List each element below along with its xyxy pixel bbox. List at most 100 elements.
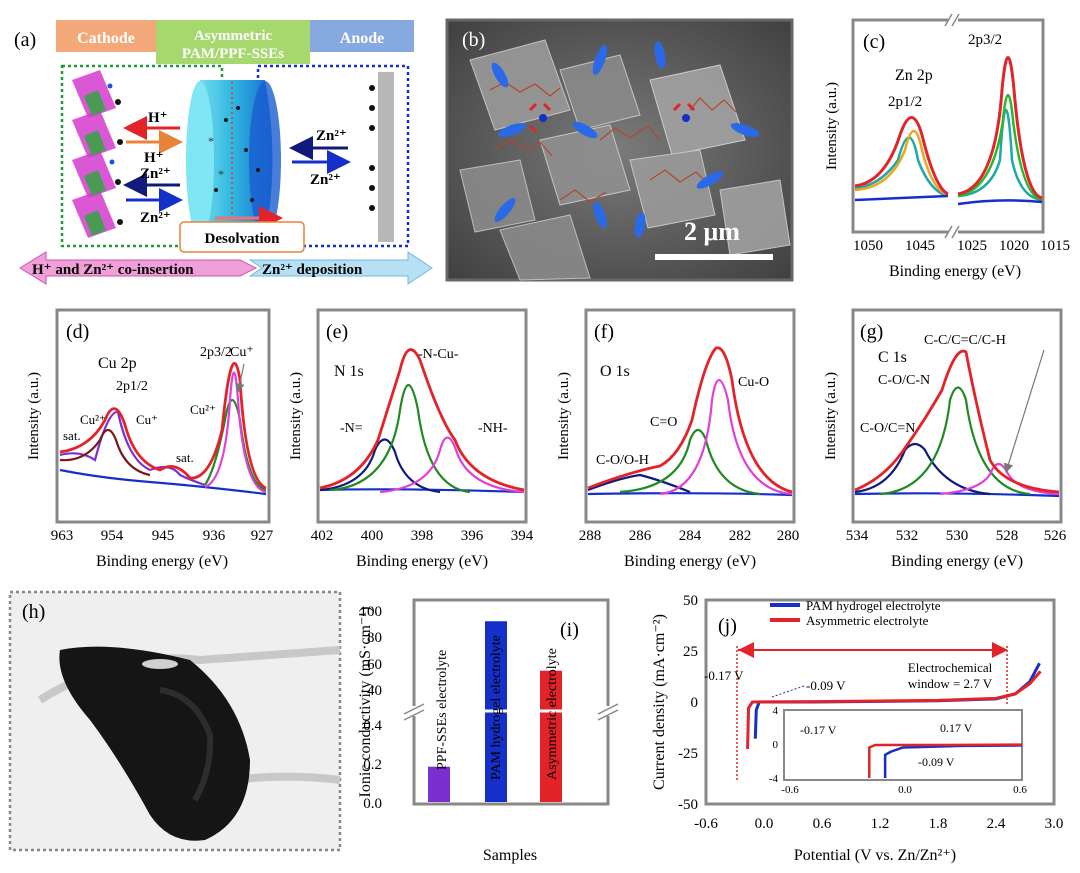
xtick-d-4: 927 <box>251 528 274 544</box>
ylabel-g: Intensity (a.u.) <box>823 372 839 460</box>
xlabel-f: Binding energy (eV) <box>624 553 756 570</box>
ytick-i-4: 60 <box>367 657 382 673</box>
ylabel-i: Ionic conductivity (mS·cm⁻¹) <box>357 607 374 798</box>
xtick-g-3: 528 <box>996 528 1019 544</box>
axis-break-bottom <box>948 226 958 238</box>
ann-v017: -0.17 V <box>704 668 744 683</box>
deposition-arrow <box>248 251 433 285</box>
panel-e: (e) N 1s -N-Cu- -N= -NH- Intensity (a.u.… <box>288 308 534 570</box>
panel-label-i: (i) <box>560 619 579 641</box>
zn-label-right-2: Zn²⁺ <box>310 172 341 188</box>
panel-a: Cathode Asymmetric PAM/PPF-SSEs Anode (a… <box>14 20 433 285</box>
ann-v009: -0.09 V <box>806 678 846 693</box>
xps-zn-curves <box>854 56 1043 206</box>
o-1s-title: O 1s <box>600 363 630 380</box>
ytick-j-0: -50 <box>678 797 698 813</box>
inset-curve-asym <box>868 743 1023 778</box>
inset-ytick-2: -4 <box>769 773 779 785</box>
ann-sat-left: sat. <box>63 428 81 443</box>
h-plus-label-2: H⁺ <box>144 150 164 166</box>
inset-xtick-1: 0.0 <box>898 784 912 796</box>
xtick-j-6: 3.0 <box>1045 816 1064 832</box>
plot-frame-f <box>584 308 796 524</box>
zn-center-left <box>539 114 547 122</box>
xps-o-curves <box>587 346 793 497</box>
xtick-f-2: 284 <box>679 528 702 544</box>
zn-center-right <box>682 114 690 122</box>
xtick-d-1: 954 <box>101 528 124 544</box>
ann-2p32: 2p3/2 <box>200 345 232 360</box>
axis-break-top <box>948 14 958 26</box>
ytick-j-3: 25 <box>683 644 698 660</box>
panel-c: (c) Zn 2p 2p1/2 2p3/2 Intensity (a.u.) 1… <box>824 13 1070 280</box>
peak-label-2p32: 2p3/2 <box>968 32 1002 48</box>
ytick-j-4: 50 <box>683 593 698 609</box>
y-axis-break-i-right <box>596 706 620 716</box>
zn-label-left-1: Zn²⁺ <box>140 166 171 182</box>
xtick-c-1015: 1015 <box>1040 238 1070 254</box>
plot-frame-d <box>55 308 271 524</box>
xtick-f-4: 280 <box>777 528 800 544</box>
xtick-j-2: 0.6 <box>813 816 832 832</box>
legend-label-pam: PAM hydrogel electrolyte <box>806 598 941 613</box>
ann-co: C=O <box>650 415 677 430</box>
panel-label-c: (c) <box>863 31 885 53</box>
plot-frame-e <box>316 308 528 524</box>
ytick-i-3: 40 <box>367 683 382 699</box>
electrolyte-label-1: Asymmetric <box>194 28 273 44</box>
xtick-c-1045: 1045 <box>905 238 935 254</box>
xticks-j: -0.6 0.0 0.6 1.2 1.8 2.4 3.0 <box>694 816 1063 832</box>
xtick-c-1050: 1050 <box>853 238 883 254</box>
bars-i <box>428 621 562 802</box>
zn-label-right-1: Zn²⁺ <box>316 128 347 144</box>
ytick-i-0: 0.0 <box>363 796 382 812</box>
ann-neq: -N= <box>340 421 363 436</box>
co-insertion-label: H⁺ and Zn²⁺ co-insertion <box>32 262 194 278</box>
xtick-e-1: 400 <box>361 528 384 544</box>
zn-deposit-dots <box>369 85 375 211</box>
sem-crystal-cubes <box>459 39 791 281</box>
desolvation-box <box>179 221 305 253</box>
ann-nh: -NH- <box>478 421 508 436</box>
peak-label-2p12: 2p1/2 <box>888 94 922 110</box>
ytick-i-1: 0.2 <box>363 757 382 773</box>
scale-bar-label: 2 μm <box>684 217 740 246</box>
xtick-d-3: 936 <box>203 528 226 544</box>
ylabel-f: Intensity (a.u.) <box>556 372 572 460</box>
anode-header <box>310 20 414 52</box>
panel-label-g: (g) <box>860 321 883 343</box>
ann-coh: C-O/O-H <box>596 453 649 468</box>
xlabel-g: Binding energy (eV) <box>891 553 1023 570</box>
xtick-g-4: 526 <box>1044 528 1067 544</box>
ann-cu2-right: Cu²⁺ <box>190 402 216 417</box>
ann-window-2: window = 2.7 V <box>908 676 993 691</box>
ann-cu2-left: Cu²⁺ <box>80 412 106 427</box>
ytick-i-5: 80 <box>367 630 382 646</box>
xtick-d-0: 963 <box>51 528 74 544</box>
legend-label-asym: Asymmetric electrolyte <box>806 613 929 628</box>
ytick-j-1: -25 <box>678 746 698 762</box>
xlabel-d: Binding energy (eV) <box>96 553 228 570</box>
xtick-g-1: 532 <box>896 528 919 544</box>
lsv-curves <box>746 662 1042 749</box>
bar-label-asym: Asymmetric electrolyte <box>545 648 560 780</box>
cathode-label: Cathode <box>77 30 135 47</box>
panel-label-d: (d) <box>66 321 89 343</box>
plot-frame-i <box>412 598 610 806</box>
panel-label-b: (b) <box>462 29 485 51</box>
ylabel-d: Intensity (a.u.) <box>26 372 42 460</box>
inset-ytick-0: 4 <box>773 705 779 717</box>
ylabel-j: Current density (mA·cm⁻²) <box>651 614 668 790</box>
zn-label-left-2: Zn²⁺ <box>140 210 171 226</box>
panel-h: (h) <box>8 590 342 852</box>
ytick-j-2: 0 <box>691 695 699 711</box>
svg-text:*: * <box>208 134 214 148</box>
ann-con: C-O/C-N <box>878 373 930 388</box>
anode-plate <box>378 72 394 242</box>
plot-frame-g <box>851 308 1063 524</box>
xps-cu-curves <box>59 362 267 496</box>
anode-label: Anode <box>340 30 384 47</box>
inset-ann-p017: 0.17 V <box>940 721 973 735</box>
ytick-i-2: 0.4 <box>363 718 382 734</box>
